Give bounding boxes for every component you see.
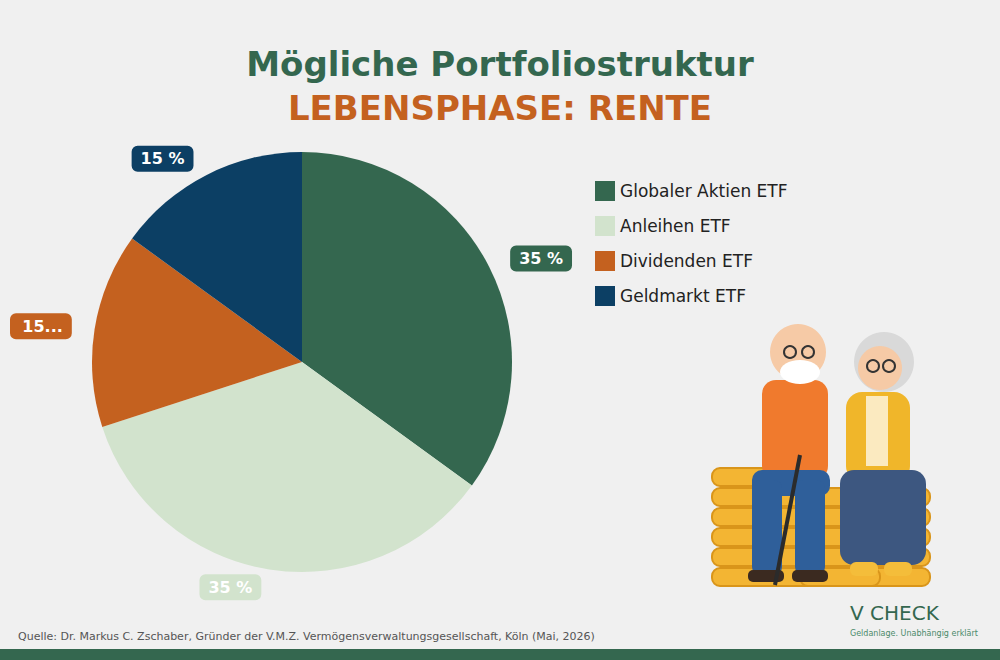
svg-text:15...: 15... xyxy=(22,317,63,336)
svg-text:LEBENSPHASE: RENTE: LEBENSPHASE: RENTE xyxy=(288,88,712,128)
svg-text:V CHECK: V CHECK xyxy=(850,601,940,625)
svg-text:35 %: 35 % xyxy=(519,249,563,268)
svg-text:Geldmarkt ETF: Geldmarkt ETF xyxy=(620,286,746,306)
svg-text:Geldanlage. Unabhängig erklärt: Geldanlage. Unabhängig erklärt xyxy=(850,629,978,638)
svg-text:Anleihen ETF: Anleihen ETF xyxy=(620,216,731,236)
svg-text:Dividenden ETF: Dividenden ETF xyxy=(620,251,753,271)
svg-text:Mögliche Portfoliostruktur: Mögliche Portfoliostruktur xyxy=(246,44,754,84)
svg-text:35 %: 35 % xyxy=(208,578,252,597)
svg-text:Quelle: Dr. Markus C. Zschaber: Quelle: Dr. Markus C. Zschaber, Gründer … xyxy=(18,630,595,643)
svg-text:Globaler Aktien ETF: Globaler Aktien ETF xyxy=(620,181,788,201)
svg-text:15 %: 15 % xyxy=(141,149,185,168)
